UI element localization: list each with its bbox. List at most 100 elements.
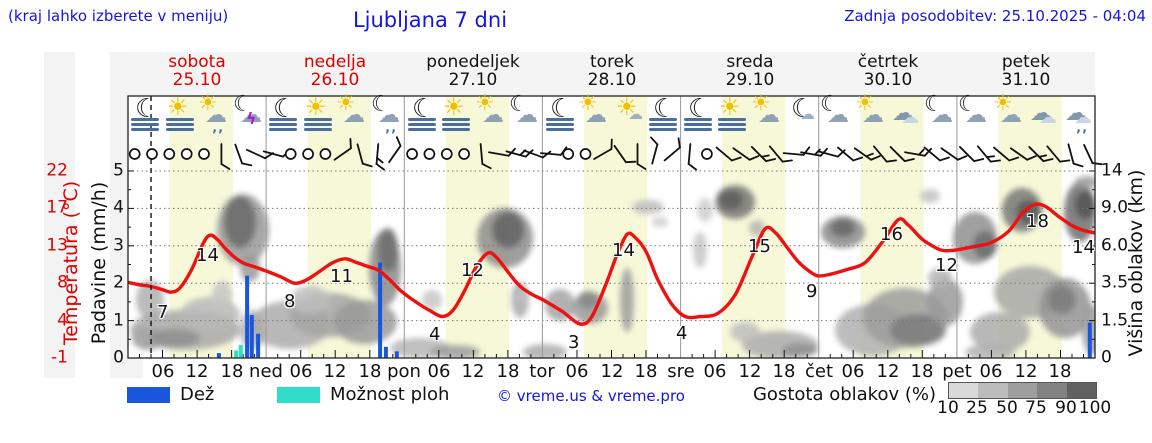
moon-fog-icon: ☾ (543, 96, 577, 132)
moon-fog-icon: ☾ (681, 96, 715, 132)
x-hour-label: 18 (910, 361, 934, 382)
day-date: 28.10 (587, 70, 637, 90)
cloud-density-level-label: 100 (1078, 398, 1112, 418)
temp-tick-label: -1 (51, 347, 68, 368)
rain-legend-swatch (127, 387, 170, 403)
temp-value-label: 7 (157, 302, 169, 323)
x-hour-label: 18 (358, 361, 382, 382)
sun-cloud-icon: ☀ ☁ (336, 91, 365, 128)
day-name: sobota (168, 52, 226, 72)
day-name: nedelja (303, 52, 367, 72)
temp-value-label: 11 (330, 266, 353, 287)
shower-legend-swatch (277, 387, 320, 403)
cloud-tick-label: 0 (1101, 347, 1112, 368)
x-hour-label: 18 (772, 361, 796, 382)
x-hour-label: 06 (841, 361, 865, 382)
day-name: torek (590, 52, 634, 72)
day-date: 25.10 (172, 70, 222, 90)
sun-cloud-icon: ☀ ☁ (751, 91, 780, 128)
temp-value-label: 4 (429, 324, 441, 345)
rain-legend-label: Dež (180, 384, 215, 405)
temp-tick-label: 17 (46, 197, 68, 218)
sun-fog-icon: ☀ (715, 95, 749, 132)
moon-cloud-drizzle-icon: ☾ ☁ ‚‚ (371, 92, 400, 136)
precip-tick-label: 2 (113, 272, 124, 293)
x-hour-label: 18 (1048, 361, 1072, 382)
moon-cloud-small-icon: ☾ ☁ (791, 94, 815, 124)
sun-cloud-icon: ☀ ☁ (855, 91, 884, 128)
temp-value-label: 16 (880, 224, 903, 245)
x-hour-label: 12 (185, 361, 209, 382)
x-day-abbr-label: čet (804, 361, 834, 382)
x-day-abbr-label: pet (942, 361, 972, 382)
x-day-abbr-label: ned (249, 361, 283, 382)
cloud-tick-label: 1.5 (1101, 310, 1129, 331)
temp-value-label: 18 (1026, 211, 1049, 232)
cloudy-icon: ☁ ☁ (1030, 101, 1057, 128)
moon-cloud-icon: ☾ ☁ (924, 92, 953, 128)
day-date: 30.10 (863, 70, 913, 90)
x-hour-label: 12 (600, 361, 624, 382)
x-hour-label: 06 (703, 361, 727, 382)
cloud-density-gradient-segment (949, 383, 979, 398)
x-hour-label: 12 (1014, 361, 1038, 382)
temp-value-label: 14 (196, 245, 219, 266)
sun-fog-icon: ☀ (301, 95, 335, 132)
moon-cloud-icon: ☾ ☁ (958, 92, 987, 128)
day-date: 31.10 (1001, 70, 1051, 90)
sun-fog-icon: ☀ (163, 95, 197, 132)
cloud-density-level-label: 75 (1025, 398, 1047, 418)
temp-tick-label: 8 (57, 272, 68, 293)
moon-fog-icon: ☾ (405, 96, 439, 132)
copyright-link[interactable]: © vreme.us & vreme.pro (497, 387, 685, 405)
x-day-abbr-label: tor (529, 361, 555, 382)
left-margin-strip-1 (44, 52, 75, 378)
x-hour-label: 12 (323, 361, 347, 382)
sun-cloud-drizzle-icon: ☀ ☁ ‚‚ (198, 91, 227, 136)
day-name: ponedeljek (426, 52, 520, 72)
cloud-drizzle-icon: ☁ ☁ ‚‚ (1065, 101, 1092, 136)
x-hour-label: 06 (979, 361, 1003, 382)
x-hour-label: 18 (634, 361, 658, 382)
precip-tick-label: 3 (113, 235, 124, 256)
sun-cloud-icon: ☀ ☁ (578, 91, 607, 128)
day-date: 29.10 (725, 70, 775, 90)
cloud-density-gradient (948, 382, 1097, 399)
moon-fog-icon: ☾ (266, 96, 300, 132)
temp-tick-label: 4 (57, 310, 68, 331)
day-name: petek (1001, 52, 1051, 72)
precip-tick-label: 5 (113, 160, 124, 181)
x-hour-label: 06 (151, 361, 175, 382)
cloud-density-level-label: 50 (996, 398, 1018, 418)
sun-fog-icon: ☀ (439, 95, 473, 132)
temp-value-label: 15 (748, 236, 771, 257)
moon-fog-icon: ☾ (128, 96, 162, 132)
x-day-abbr-label: pon (387, 361, 421, 382)
cloudy-icon: ☁ ☁ (892, 101, 919, 128)
x-hour-label: 06 (289, 361, 313, 382)
day-date: 27.10 (448, 70, 498, 90)
cloud-tick-label: 3.5 (1101, 272, 1129, 293)
cloud-density-gradient-segment (1037, 383, 1067, 398)
temp-value-label: 12 (461, 260, 484, 281)
cloud-density-gradient-segment (1066, 383, 1097, 398)
temp-value-label: 8 (284, 291, 296, 312)
last-update-text: Zadnja posodobitev: 25.10.2025 - 04:04 (844, 7, 1146, 25)
precip-tick-label: 4 (113, 197, 124, 218)
day-header-band (128, 52, 1095, 96)
day-name: sreda (726, 52, 774, 72)
cloud-tick-label: 9.0 (1101, 197, 1129, 218)
cloud-tick-label: 14 (1101, 160, 1123, 181)
x-hour-label: 12 (876, 361, 900, 382)
moon-cloud-icon: ☾ ☁ (820, 92, 849, 128)
temp-value-label: 9 (806, 281, 818, 302)
moon-storm-icon: ☾ ☁ ϟ (233, 92, 262, 128)
sun-cloud-icon: ☀ ☁ (993, 91, 1022, 128)
location-menu-hint: (kraj lahko izberete v meniju) (8, 7, 229, 25)
day-name: četrtek (857, 52, 919, 72)
x-day-abbr-label: sre (667, 361, 695, 382)
temp-value-label: 12 (935, 255, 958, 276)
shower-legend-label: Možnost ploh (330, 384, 450, 405)
cloud-density-level-label: 25 (966, 398, 988, 418)
